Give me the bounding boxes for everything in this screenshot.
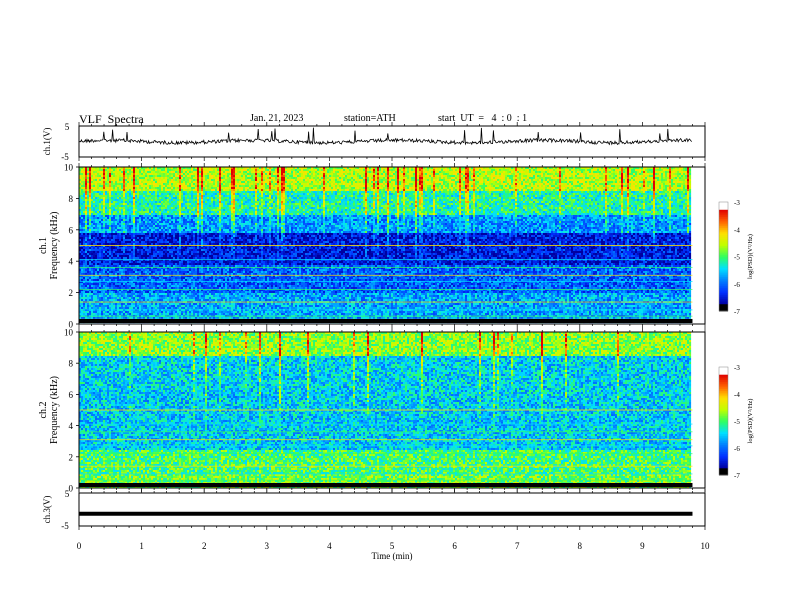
ch1-ylabel: ch.1(V) (42, 128, 52, 156)
ch1-colorbar-label: log(PSD)(V²/Hz) (747, 234, 754, 279)
ch1-ytick-label: 6 (69, 225, 74, 235)
ch2-ylabel-channel: ch.2 (38, 402, 49, 419)
ch1-spectrogram (79, 167, 705, 324)
ch2-ytick-label: 4 (69, 421, 74, 431)
ch1-ytick-label: 4 (69, 257, 74, 267)
ch1-dc-band (79, 319, 692, 323)
ch1-colorbar (719, 202, 728, 312)
ch3-ytick-label: 5 (65, 489, 70, 499)
ch2-ytick-label: 0 (69, 484, 74, 494)
ch1-no-data (692, 167, 705, 324)
ch1-colorbar-tick-label: -6 (734, 281, 740, 289)
ch1-colorbar-tick-label: -7 (734, 308, 740, 316)
ch2-dc-band (79, 483, 692, 487)
ch2-colorbar-tick-label: -7 (734, 472, 740, 480)
ch2-colorbar-tick-label: -5 (734, 418, 740, 426)
x-tick-label: 2 (202, 541, 207, 551)
ch1-ytick-label: 2 (69, 288, 74, 298)
ch1-ylabel-frequency: Frequency (kHz) (49, 211, 60, 279)
ch2-ytick-label: 8 (69, 359, 74, 369)
ch1-ytick-label: 5 (65, 122, 70, 132)
x-tick-label: 10 (701, 541, 711, 551)
ch2-colorbar-tick-label: -4 (734, 391, 740, 399)
x-tick-label: 1 (139, 541, 144, 551)
ch2-no-data (692, 332, 705, 488)
ch1-ytick-label: 10 (64, 163, 74, 173)
ch2-spectrogram (79, 332, 705, 488)
ch2-colorbar-tick-label: -3 (734, 364, 740, 372)
ch1-colorbar-tick-label: -5 (734, 254, 740, 262)
ch2-colorbar-tick-label: -6 (734, 445, 740, 453)
x-axis-label: Time (min) (372, 551, 413, 561)
x-tick-label: 8 (578, 541, 583, 551)
ch2-colorbar (719, 367, 728, 476)
ch3-waveform-frame (79, 493, 705, 526)
ch2-ylabel-frequency: Frequency (kHz) (49, 376, 60, 444)
x-tick-label: 4 (327, 541, 332, 551)
x-tick-label: 0 (77, 541, 82, 551)
x-tick-label: 9 (640, 541, 645, 551)
x-tick-label: 5 (390, 541, 395, 551)
ch2-ytick-label: 6 (69, 390, 74, 400)
x-tick-label: 3 (265, 541, 270, 551)
ch1-colorbar-tick-label: -4 (734, 226, 740, 234)
ch2-ytick-label: 2 (69, 452, 74, 462)
ch1-ytick-label: -5 (61, 152, 69, 162)
x-tick-label: 7 (515, 541, 520, 551)
ch1-colorbar-tick-label: -3 (734, 199, 740, 207)
ch3-ytick-label: -5 (61, 521, 69, 531)
ch3-ylabel: ch.3(V) (42, 496, 52, 524)
ch1-waveform-line (79, 128, 692, 145)
ch2-colorbar-label: log(PSD)(V²/Hz) (747, 399, 754, 444)
ch1-ytick-label: 8 (69, 194, 74, 204)
ch2-ytick-label: 10 (64, 328, 74, 338)
x-tick-label: 6 (452, 541, 457, 551)
ch1-ylabel-channel: ch.1 (38, 237, 49, 254)
